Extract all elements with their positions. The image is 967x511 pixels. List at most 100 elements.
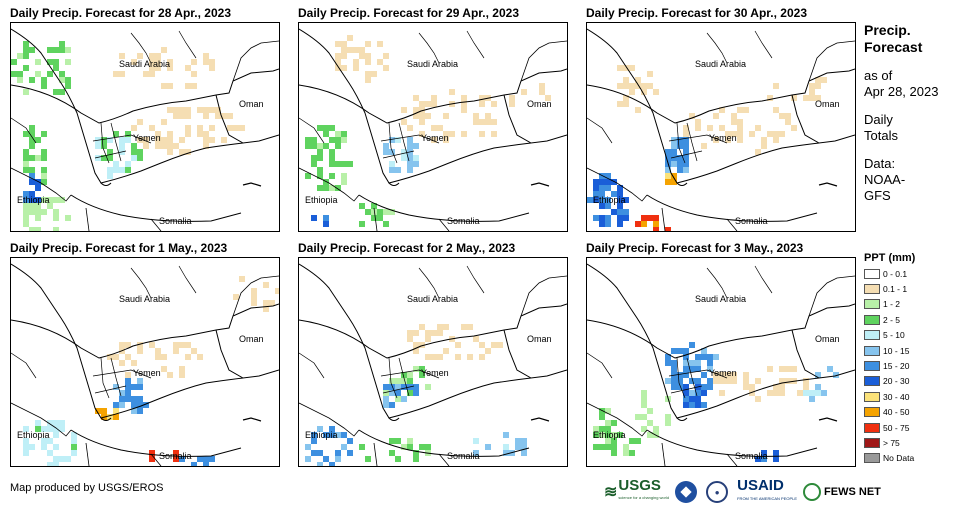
legend-label: 0 - 0.1 [883, 268, 908, 279]
map-canvas: Saudi Arabia Oman Yemen Ethiopia Somalia [587, 263, 855, 466]
legend-swatch [864, 314, 880, 325]
forecast-panel: Daily Precip. Forecast for 3 May., 2023 … [586, 240, 856, 467]
fews-logo: FEWS NET [803, 483, 881, 501]
legend-swatch [864, 391, 880, 402]
map-canvas: Saudi Arabia Oman Yemen Ethiopia Somalia [11, 28, 279, 231]
label-saudi-arabia: Saudi Arabia [695, 59, 746, 69]
label-ethiopia: Ethiopia [593, 195, 626, 205]
legend-item: 2 - 5 [864, 312, 964, 327]
label-somalia: Somalia [447, 216, 480, 226]
panel-title: Daily Precip. Forecast for 2 May., 2023 [298, 241, 516, 255]
label-ethiopia: Ethiopia [17, 195, 50, 205]
panel-title: Daily Precip. Forecast for 3 May., 2023 [586, 241, 804, 255]
legend-label: 20 - 30 [883, 376, 910, 387]
legend-item: 50 - 75 [864, 420, 964, 435]
legend-item: 40 - 50 [864, 405, 964, 420]
label-somalia: Somalia [447, 451, 480, 461]
map-canvas: Saudi Arabia Oman Yemen Ethiopia Somalia [11, 263, 279, 466]
boundaries [299, 263, 567, 466]
label-somalia: Somalia [735, 451, 768, 461]
label-oman: Oman [239, 334, 264, 344]
forecast-panel: Daily Precip. Forecast for 29 Apr., 2023… [298, 5, 568, 232]
legend-swatch [864, 376, 880, 387]
precip-map: Saudi Arabia Oman Yemen Ethiopia Somalia [586, 257, 856, 467]
label-somalia: Somalia [735, 216, 768, 226]
side-info: Precip. Forecast as of Apr 28, 2023 Dail… [864, 22, 964, 216]
forecast-panel: Daily Precip. Forecast for 1 May., 2023 … [10, 240, 280, 467]
data-line3: GFS [864, 188, 891, 203]
label-yemen: Yemen [133, 368, 161, 378]
legend-label: > 75 [883, 437, 900, 448]
precip-cells [305, 324, 527, 466]
legend-swatch [864, 345, 880, 356]
legend-swatch [864, 268, 880, 279]
label-yemen: Yemen [133, 133, 161, 143]
legend-label: 30 - 40 [883, 391, 910, 402]
usgs-wave-icon: ≋ [604, 484, 618, 501]
legend-item: 20 - 30 [864, 374, 964, 389]
usaid-logo: USAID FROM THE AMERICAN PEOPLE [737, 478, 798, 505]
precip-map: Saudi Arabia Oman Yemen Ethiopia Somalia [298, 257, 568, 467]
label-somalia: Somalia [159, 451, 192, 461]
forecast-panel: Daily Precip. Forecast for 2 May., 2023 … [298, 240, 568, 467]
legend-label: 15 - 20 [883, 361, 910, 372]
label-yemen: Yemen [709, 368, 737, 378]
legend-swatch [864, 330, 880, 341]
panel-title: Daily Precip. Forecast for 1 May., 2023 [10, 241, 228, 255]
label-yemen: Yemen [421, 133, 449, 143]
legend-item: 0.1 - 1 [864, 281, 964, 296]
label-saudi-arabia: Saudi Arabia [407, 59, 458, 69]
precip-cells [587, 65, 827, 231]
legend-item: 5 - 10 [864, 328, 964, 343]
noaa-logo [675, 481, 700, 503]
legend: PPT (mm) 0 - 0.1 0.1 - 1 1 - 2 2 - 5 5 - 10 1… [864, 252, 964, 466]
legend-swatch [864, 284, 880, 295]
fews-name: FEWS NET [824, 486, 881, 498]
label-oman: Oman [527, 99, 552, 109]
label-ethiopia: Ethiopia [593, 430, 626, 440]
asof-line1: as of [864, 68, 893, 83]
asof-line2: Apr 28, 2023 [864, 84, 939, 99]
legend-title: PPT (mm) [864, 252, 916, 264]
usgs-name: USGS [618, 477, 661, 494]
legend-label: 50 - 75 [883, 422, 910, 433]
label-ethiopia: Ethiopia [305, 430, 338, 440]
legend-swatch [864, 437, 880, 448]
totals-line1: Daily [864, 112, 893, 127]
legend-item: 10 - 15 [864, 343, 964, 358]
precip-map: Saudi Arabia Oman Yemen Ethiopia Somalia [10, 22, 280, 232]
legend-item: 1 - 2 [864, 297, 964, 312]
precip-cells [11, 41, 245, 231]
forecast-panel: Daily Precip. Forecast for 28 Apr., 2023… [10, 5, 280, 232]
legend-label: 10 - 15 [883, 345, 910, 356]
credit-text: Map produced by USGS/EROS [10, 482, 164, 494]
label-oman: Oman [815, 334, 840, 344]
panel-title: Daily Precip. Forecast for 29 Apr., 2023 [298, 6, 519, 20]
label-saudi-arabia: Saudi Arabia [407, 294, 458, 304]
dos-seal-icon: ● [706, 481, 729, 503]
fews-globe-icon [803, 483, 822, 501]
label-oman: Oman [815, 99, 840, 109]
usaid-tagline: FROM THE AMERICAN PEOPLE [737, 496, 798, 501]
legend-label: 1 - 2 [883, 299, 901, 310]
precip-cells [23, 276, 279, 466]
label-ethiopia: Ethiopia [17, 430, 50, 440]
panel-title: Daily Precip. Forecast for 30 Apr., 2023 [586, 6, 807, 20]
dos-logo: ● [706, 481, 731, 503]
legend-swatch [864, 453, 880, 464]
boundaries [299, 28, 567, 231]
data-line1: Data: [864, 156, 896, 171]
panel-title: Daily Precip. Forecast for 28 Apr., 2023 [10, 6, 231, 20]
boundaries [587, 28, 855, 231]
legend-item: No Data [864, 451, 964, 466]
legend-swatch [864, 299, 880, 310]
boundaries [587, 263, 855, 466]
legend-item: > 75 [864, 435, 964, 450]
precip-map: Saudi Arabia Oman Yemen Ethiopia Somalia [298, 22, 568, 232]
legend-item: 30 - 40 [864, 389, 964, 404]
label-saudi-arabia: Saudi Arabia [695, 294, 746, 304]
legend-label: 0.1 - 1 [883, 284, 908, 295]
boundaries [11, 28, 279, 231]
forecast-panel: Daily Precip. Forecast for 30 Apr., 2023… [586, 5, 856, 232]
usgs-tagline: science for a changing world [618, 495, 670, 500]
